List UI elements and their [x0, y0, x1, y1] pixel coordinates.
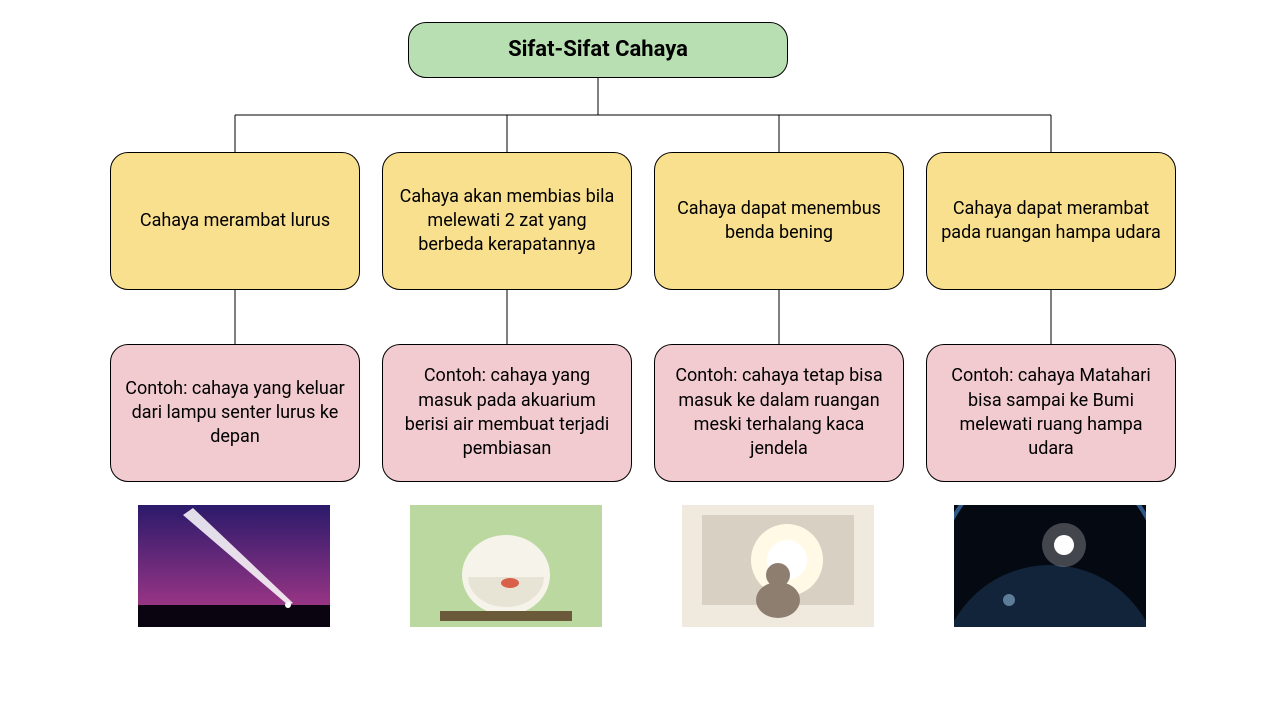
- property-node-1: Cahaya akan membias bila melewati 2 zat …: [382, 152, 632, 290]
- property-node-3-label: Cahaya dapat merambat pada ruangan hampa…: [941, 197, 1161, 246]
- property-node-0: Cahaya merambat lurus: [110, 152, 360, 290]
- illustration-earth-sunrise-space: [954, 505, 1146, 627]
- example-node-0-label: Contoh: cahaya yang keluar dari lampu se…: [125, 377, 345, 450]
- example-node-1: Contoh: cahaya yang masuk pada akuarium …: [382, 344, 632, 482]
- illustration-fishbowl-refraction: [410, 505, 602, 627]
- example-node-1-label: Contoh: cahaya yang masuk pada akuarium …: [397, 364, 617, 461]
- example-node-2: Contoh: cahaya tetap bisa masuk ke dalam…: [654, 344, 904, 482]
- property-node-2: Cahaya dapat menembus benda bening: [654, 152, 904, 290]
- illustration-window-light: [682, 505, 874, 627]
- illustration-flashlight-beam: [138, 505, 330, 627]
- property-node-0-label: Cahaya merambat lurus: [140, 209, 330, 233]
- example-node-0: Contoh: cahaya yang keluar dari lampu se…: [110, 344, 360, 482]
- property-node-2-label: Cahaya dapat menembus benda bening: [669, 197, 889, 246]
- example-node-3: Contoh: cahaya Matahari bisa sampai ke B…: [926, 344, 1176, 482]
- root-label: Sifat-Sifat Cahaya: [508, 35, 688, 65]
- property-node-3: Cahaya dapat merambat pada ruangan hampa…: [926, 152, 1176, 290]
- root-node: Sifat-Sifat Cahaya: [408, 22, 788, 78]
- property-node-1-label: Cahaya akan membias bila melewati 2 zat …: [397, 185, 617, 258]
- example-node-2-label: Contoh: cahaya tetap bisa masuk ke dalam…: [669, 364, 889, 461]
- example-node-3-label: Contoh: cahaya Matahari bisa sampai ke B…: [941, 364, 1161, 461]
